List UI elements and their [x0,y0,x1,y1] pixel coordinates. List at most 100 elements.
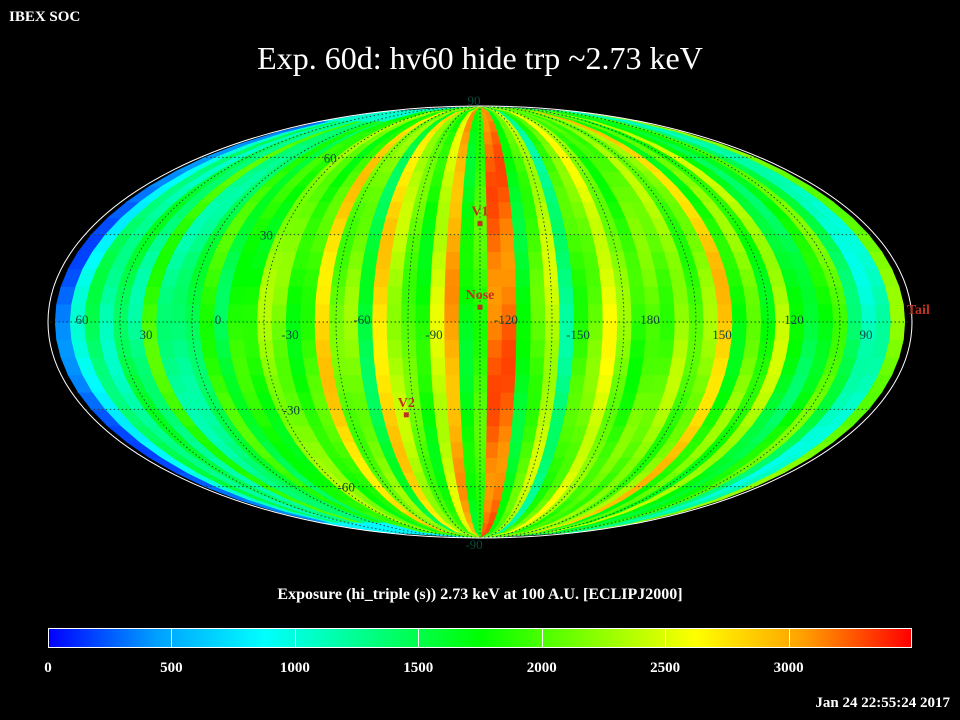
exposure-cell [685,286,703,305]
colorbar-tick [788,629,790,647]
exposure-cell [373,357,390,376]
exposure-cell [699,339,718,358]
exposure-cell [598,357,616,376]
exposure-cell [444,357,460,376]
exposure-cell [476,120,484,133]
longitude-label: -90 [425,327,442,342]
exposure-cell [358,357,376,376]
exposure-cell [373,268,390,287]
exposure-cell [458,303,474,323]
exposure-cell [431,234,448,252]
exposure-cell [673,321,690,341]
exposure-cell [612,268,630,287]
exposure-cell [448,201,463,219]
longitude-label: 0 [215,312,222,327]
exposure-cell [584,357,602,376]
exposure-cell [699,286,718,305]
exposure-cell [126,303,144,323]
exposure-cell [557,286,574,305]
exposure-cell [430,251,447,270]
exposure-cell [300,339,317,358]
exposure-cell [54,303,72,323]
marker-v1-label: V1 [471,205,488,220]
exposure-cell [643,286,660,305]
exposure-cell [816,321,834,341]
colorbar-tick [418,629,420,647]
exposure-cell [515,303,531,323]
exposure-cell [228,286,246,305]
exposure-cell [657,286,675,305]
exposure-cell [554,251,572,270]
latitude-label: 90 [468,93,481,108]
exposure-cell [554,374,572,393]
exposure-cell [388,251,406,270]
exposure-cell [446,217,462,235]
exposure-cell [314,303,330,323]
exposure-cell [433,408,449,427]
grid-labels: 90 60 30 -30 -60 -90 60 30 0 -30 -60 -90 -120 -150 180… [76,93,873,552]
exposure-cell [529,339,545,358]
exposure-cell [499,234,515,252]
marker-nose-label: Nose [466,288,495,303]
exposure-cell [344,268,362,287]
exposure-cell [416,374,433,393]
exposure-cell [242,339,261,358]
longitude-label: -120 [494,312,518,327]
colorbar-tick [665,629,667,647]
exposure-cell [495,457,509,473]
exposure-cell [444,268,460,287]
exposure-cell [525,391,542,410]
exposure-cell [511,217,527,235]
exposure-cell [357,286,374,305]
exposure-cell [556,357,573,376]
exposure-cell [484,457,498,473]
exposure-cell [745,303,762,323]
exposure-cell [54,321,72,341]
exposure-cell [716,303,733,323]
exposure-cell [431,391,448,410]
exposure-cell [484,171,498,187]
exposure-cell [500,339,517,358]
exposure-cell [496,186,511,203]
exposure-cell [228,339,246,358]
exposure-cell [816,303,834,323]
exposure-cell [601,303,618,323]
exposure-cell [387,268,404,287]
exposure-cell [227,303,244,323]
exposure-cell [512,391,529,410]
exposure-cell [514,357,531,376]
exposure-cells [54,106,906,538]
exposure-cell [443,303,459,323]
colorbar-caption: Exposure (hi_triple (s)) 2.73 keV at 100… [277,586,683,603]
exposure-cell [444,374,460,393]
exposure-cell [464,472,476,488]
map-title: Exp. 60d: hv60 hide trp ~2.73 keV [257,40,703,76]
map-border [47,105,913,539]
exposure-cell [485,186,499,203]
exposure-cell [344,357,362,376]
colorbar-tick [541,629,543,647]
marker-v2 [403,412,409,418]
timestamp: Jan 24 22:55:24 2017 [815,695,950,711]
exposure-cell [500,286,517,305]
exposure-cell [464,157,476,172]
exposure-cell [314,321,330,341]
exposure-cell [314,286,332,305]
exposure-cell [416,251,433,270]
exposure-cell [515,339,531,358]
exposure-cell [141,303,158,323]
exposure-cell [628,339,646,358]
exposure-cell [486,357,502,376]
exposure-cell [626,268,644,287]
exposure-cell [343,286,360,305]
exposure-cell [443,286,460,305]
exposure-cell [429,286,445,305]
exposure-cell [459,408,475,427]
exposure-cell [500,268,516,287]
exposure-cell [570,268,587,287]
meridian-line [335,106,481,538]
exposure-cell [509,425,525,443]
exposure-cell [568,374,586,393]
exposure-cell [673,303,690,323]
exposure-cell [270,303,287,323]
